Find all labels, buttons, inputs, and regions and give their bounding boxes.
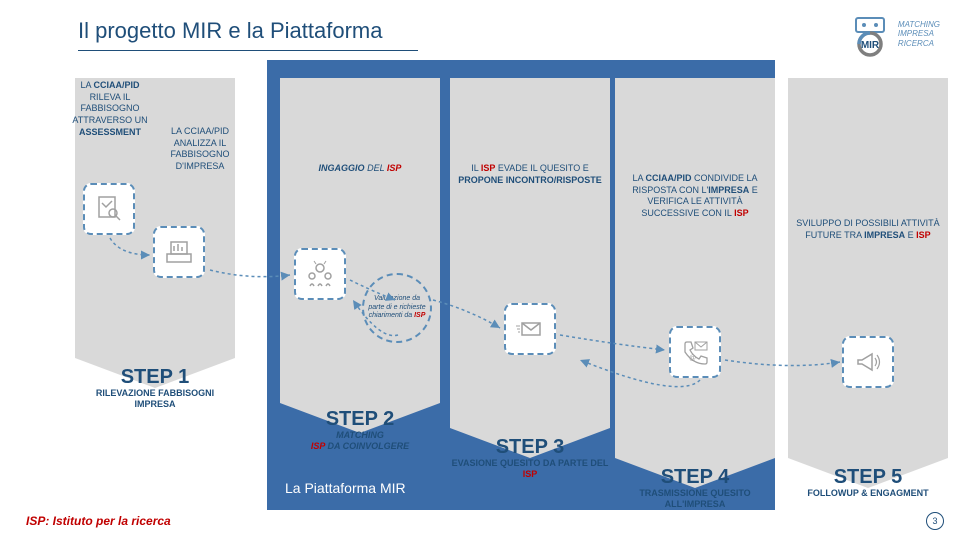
arrow-body-2 bbox=[280, 78, 440, 403]
arrow-body-5 bbox=[788, 78, 948, 458]
contact-icon: @ bbox=[669, 326, 721, 378]
step-2: INGAGGIO DEL ISP Valutazione da parte di… bbox=[280, 78, 440, 433]
step2-sub: MATCHINGISP DA COINVOLGERE bbox=[280, 430, 440, 452]
step1-number: STEP 1 bbox=[75, 366, 235, 389]
step5-number: STEP 5 bbox=[788, 466, 948, 489]
platform-label: La Piattaforma MIR bbox=[285, 480, 406, 496]
logo-tagline: MATCHING IMPRESA RICERCA bbox=[898, 20, 940, 49]
step-3: IL ISP EVADE IL QUESITO E PROPONE INCONT… bbox=[450, 78, 610, 458]
step1-desc2: LA CCIAA/PID ANALIZZA IL FABBISOGNO D'IM… bbox=[155, 126, 245, 173]
engagement-icon bbox=[294, 248, 346, 300]
step3-number: STEP 3 bbox=[450, 436, 610, 459]
analysis-icon bbox=[153, 226, 205, 278]
step3-desc: IL ISP EVADE IL QUESITO E PROPONE INCONT… bbox=[450, 163, 610, 186]
step4-sub: TRASMISSIONE QUESITO ALL'IMPRESA bbox=[615, 488, 775, 510]
step-5: SVILUPPO DI POSSIBILI ATTIVITÀ FUTURE TR… bbox=[788, 78, 948, 488]
footer-note: ISP: Istituto per la ricerca bbox=[26, 514, 171, 528]
step2-desc: INGAGGIO DEL ISP bbox=[280, 163, 440, 175]
megaphone-icon bbox=[842, 336, 894, 388]
title-underline bbox=[78, 50, 418, 51]
logo: MIR MATCHING IMPRESA RICERCA bbox=[846, 10, 940, 58]
step4-desc: LA CCIAA/PID CONDIVIDE LA RISPOSTA CON L… bbox=[615, 173, 775, 220]
arrow-body-3 bbox=[450, 78, 610, 428]
assessment-icon bbox=[83, 183, 135, 235]
step1-desc1: LA CCIAA/PID RILEVA IL FABBISOGNO ATTRAV… bbox=[65, 80, 155, 138]
svg-text:@: @ bbox=[689, 355, 696, 362]
step-4: LA CCIAA/PID CONDIVIDE LA RISPOSTA CON L… bbox=[615, 78, 775, 488]
step2-number: STEP 2 bbox=[280, 408, 440, 431]
response-icon bbox=[504, 303, 556, 355]
page-title: Il progetto MIR e la Piattaforma bbox=[78, 18, 382, 44]
evaluation-circle: Valutazione da parte di e richieste chia… bbox=[362, 273, 432, 343]
page-number: 3 bbox=[926, 512, 944, 530]
mir-logo-icon: MIR bbox=[846, 10, 894, 58]
step-1: LA CCIAA/PID RILEVA IL FABBISOGNO ATTRAV… bbox=[75, 78, 235, 388]
arrow-body-4 bbox=[615, 78, 775, 458]
step1-sub: RILEVAZIONE FABBISOGNI IMPRESA bbox=[75, 388, 235, 410]
step5-sub: FOLLOWUP & ENGAGMENT bbox=[788, 488, 948, 499]
svg-text:MIR: MIR bbox=[861, 40, 880, 51]
step3-sub: EVASIONE QUESITO DA PARTE DEL ISP bbox=[450, 458, 610, 480]
step5-desc: SVILUPPO DI POSSIBILI ATTIVITÀ FUTURE TR… bbox=[788, 218, 948, 241]
step4-number: STEP 4 bbox=[615, 466, 775, 489]
